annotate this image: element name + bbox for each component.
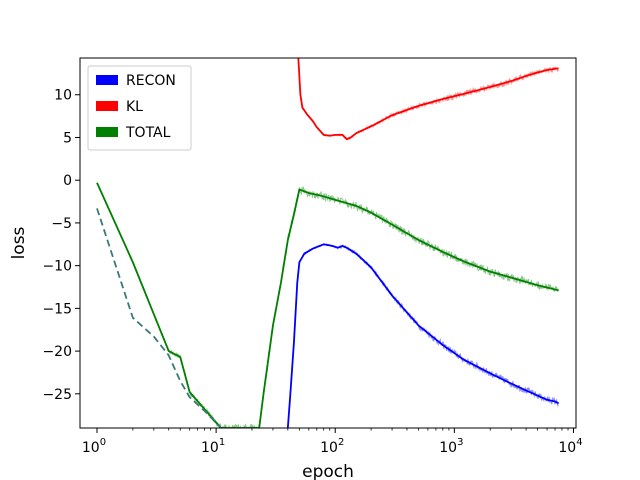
y-tick-label: 5	[63, 130, 72, 146]
y-tick-label: −25	[42, 387, 72, 403]
legend-swatch-recon	[96, 75, 118, 85]
series-layer	[96, 58, 559, 428]
series-recon-line	[286, 243, 559, 428]
legend-label-total: TOTAL	[125, 125, 171, 141]
series-total-noise	[96, 183, 559, 428]
y-tick-label: 0	[63, 173, 72, 189]
x-tick-label: 104	[558, 437, 582, 456]
legend: RECON KL TOTAL	[87, 65, 192, 151]
x-tick-exponent: 2	[338, 437, 344, 448]
x-tick-label: 103	[439, 437, 463, 456]
series-total-line	[96, 182, 559, 428]
x-axis-label: epoch	[302, 462, 354, 480]
y-axis-label: loss	[9, 226, 29, 259]
series-reference-line	[96, 208, 222, 428]
x-tick-exponent: 1	[219, 437, 225, 448]
x-tick-base: 10	[439, 440, 457, 456]
legend-swatch-kl	[96, 101, 118, 111]
x-tick-base: 10	[201, 440, 219, 456]
x-tick-label: 102	[320, 437, 344, 456]
y-tick-label: −15	[42, 301, 72, 317]
y-axis-ticks: 10 5 0 −5 −10 −15 −20 −25	[42, 88, 80, 403]
legend-swatch-total	[96, 127, 118, 137]
x-tick-exponent: 0	[100, 437, 106, 448]
legend-label-kl: KL	[126, 99, 143, 115]
x-tick-label: 101	[201, 437, 225, 456]
y-tick-label: 10	[54, 88, 72, 104]
x-tick-base: 10	[82, 440, 100, 456]
y-tick-label: −20	[42, 344, 72, 360]
x-tick-base: 10	[558, 440, 576, 456]
x-tick-base: 10	[320, 440, 338, 456]
x-tick-exponent: 4	[576, 437, 582, 448]
x-axis-ticks: 100 101 102 103 104	[82, 428, 583, 456]
x-tick-exponent: 3	[457, 437, 463, 448]
series-kl-line	[297, 58, 559, 141]
plot-frame	[79, 57, 577, 429]
x-tick-label: 100	[82, 437, 106, 456]
series-recon-noise	[287, 242, 559, 428]
series-kl-noise	[297, 58, 559, 141]
legend-label-recon: RECON	[126, 73, 176, 89]
y-tick-label: −5	[51, 216, 72, 232]
y-tick-label: −10	[42, 259, 72, 275]
